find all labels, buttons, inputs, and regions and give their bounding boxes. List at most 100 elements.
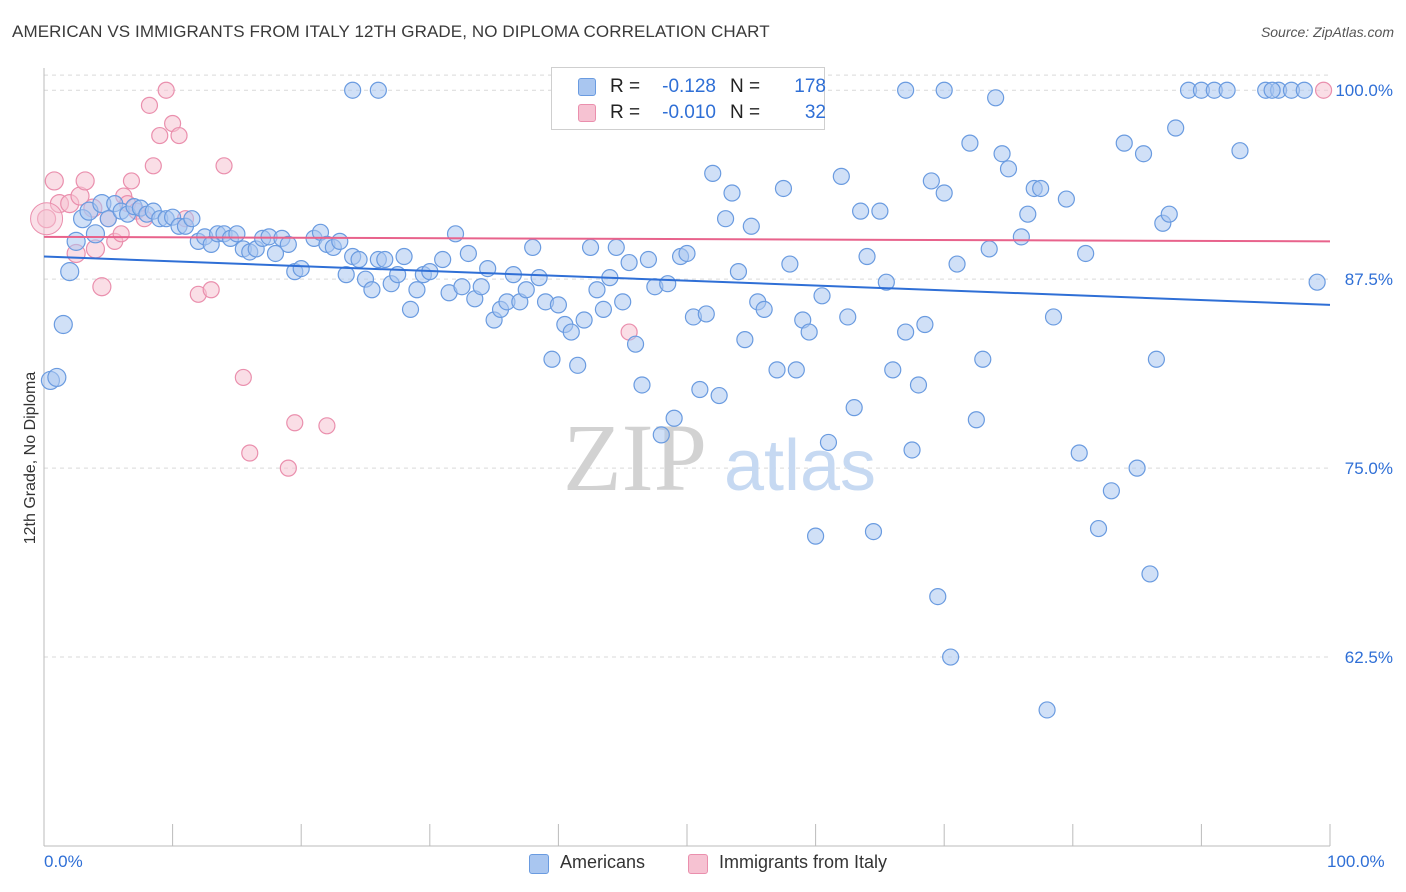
legend-n-value: 178 — [794, 76, 826, 97]
italy-point — [241, 444, 259, 462]
americans-point — [1102, 482, 1120, 500]
americans-point — [517, 281, 535, 299]
americans-point — [942, 648, 960, 666]
americans-point — [614, 293, 632, 311]
italy-point — [1314, 81, 1333, 99]
americans-point — [562, 323, 580, 341]
italy-point — [144, 157, 162, 175]
americans-point — [1115, 134, 1133, 152]
americans-point — [948, 255, 966, 273]
americans-point — [877, 273, 895, 291]
legend-r-value: -0.010 — [662, 102, 716, 123]
americans-point — [1032, 179, 1050, 198]
americans-point — [974, 350, 992, 368]
americans-point — [755, 300, 773, 319]
y-tick-label: 62.5% — [1345, 648, 1393, 667]
americans-point — [1070, 444, 1088, 462]
americans-point — [967, 411, 985, 429]
americans-point — [916, 315, 934, 334]
bottom-legend-swatch-americans — [529, 854, 549, 874]
americans-point — [350, 250, 368, 269]
y-tick-labels: 62.5% 75.0% 87.5% 100.0% — [1335, 81, 1393, 667]
americans-point — [980, 240, 998, 258]
americans-point — [1263, 81, 1281, 99]
americans-point — [588, 281, 606, 299]
americans-point — [344, 81, 362, 99]
legend-n-value: 32 — [804, 102, 826, 123]
americans-point — [530, 269, 548, 287]
bottom-legend-swatch-italy — [688, 854, 708, 874]
italy-point — [30, 202, 64, 236]
americans-point — [832, 167, 850, 185]
americans-point — [1147, 350, 1165, 368]
chart-title: AMERICAN VS IMMIGRANTS FROM ITALY 12TH G… — [12, 22, 770, 41]
americans-point — [60, 262, 80, 282]
americans-point — [228, 225, 246, 243]
legend-r-value: -0.128 — [662, 76, 716, 97]
italy-point — [151, 126, 169, 145]
americans-point — [85, 224, 106, 244]
americans-point — [607, 238, 625, 257]
americans-point — [581, 238, 600, 257]
americans-point — [569, 356, 587, 374]
americans-point — [929, 587, 947, 606]
series-americans-points — [40, 81, 1326, 719]
y-tick-label: 100.0% — [1335, 81, 1393, 100]
americans-point — [858, 247, 876, 266]
americans-point — [1308, 273, 1326, 291]
americans-point — [543, 350, 561, 368]
americans-point — [408, 281, 426, 299]
americans-point — [652, 426, 670, 444]
legend-n-label: N = — [730, 76, 761, 97]
americans-point — [665, 409, 683, 427]
americans-point — [742, 217, 760, 235]
americans-point — [401, 300, 420, 319]
legend-r-label: R = — [610, 76, 641, 97]
y-tick-label: 75.0% — [1345, 459, 1393, 478]
italy-point — [140, 96, 159, 114]
americans-point — [819, 433, 838, 452]
americans-point — [1295, 81, 1313, 99]
americans-point — [639, 250, 658, 269]
americans-point — [266, 244, 285, 263]
y-axis-label: 12th Grade, No Diploma — [22, 371, 39, 545]
americans-point — [806, 527, 825, 545]
americans-point — [369, 81, 387, 99]
italy-point — [170, 126, 188, 145]
americans-point — [774, 179, 793, 198]
americans-point — [620, 253, 638, 272]
americans-point — [1089, 519, 1108, 538]
americans-point — [446, 225, 465, 243]
americans-point — [66, 231, 86, 251]
americans-point — [884, 361, 902, 379]
americans-point — [626, 335, 645, 353]
source-label: Source: ZipAtlas.com — [1260, 24, 1394, 40]
americans-point — [1044, 308, 1063, 326]
americans-point — [1160, 205, 1178, 223]
americans-point — [1057, 190, 1075, 208]
americans-point — [594, 300, 613, 319]
americans-point — [395, 247, 413, 266]
americans-point — [935, 184, 953, 202]
americans-point — [903, 441, 921, 459]
bottom-legend-label-italy: Immigrants from Italy — [719, 852, 888, 872]
bottom-legend-label-americans: Americans — [560, 852, 646, 872]
italy-point — [318, 417, 336, 435]
italy-point — [157, 81, 175, 99]
italy-point — [44, 171, 64, 191]
americans-point — [993, 145, 1011, 163]
americans-point — [691, 380, 709, 399]
axes — [43, 68, 1331, 847]
americans-point — [53, 314, 73, 335]
americans-point — [781, 255, 799, 273]
americans-point — [331, 232, 349, 250]
americans-point — [1077, 244, 1095, 263]
americans-point — [1231, 142, 1249, 160]
americans-point — [787, 361, 805, 379]
legend-r-label: R = — [610, 102, 641, 123]
americans-point — [575, 311, 593, 329]
americans-point — [279, 235, 297, 254]
americans-point — [1128, 459, 1146, 477]
americans-point — [704, 164, 722, 182]
